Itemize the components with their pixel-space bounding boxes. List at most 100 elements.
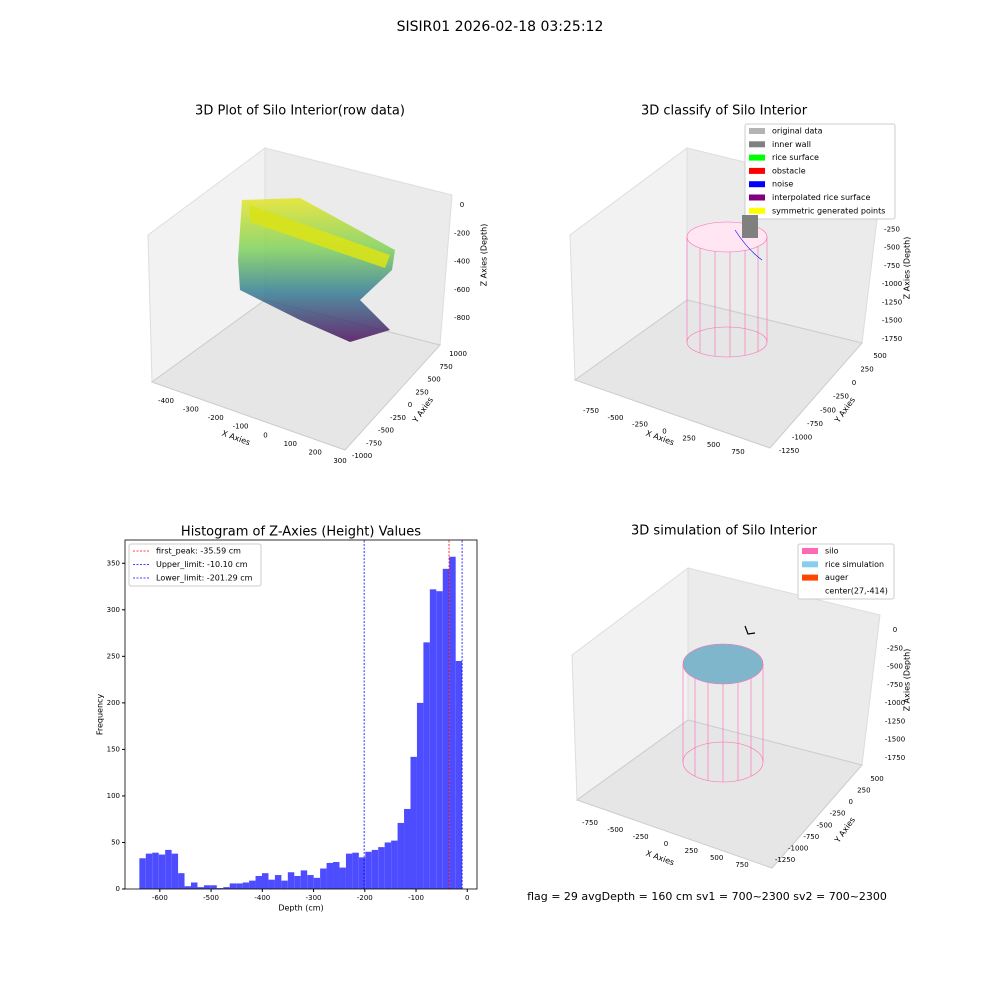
- z-tick-label: 0: [460, 201, 464, 209]
- bar: [352, 852, 359, 889]
- y-tick-label: 0: [408, 401, 412, 409]
- x-tick-label: -500: [608, 414, 624, 422]
- bar: [294, 875, 301, 889]
- bar: [410, 756, 417, 889]
- z-tick-label: -500: [887, 663, 903, 671]
- bar: [268, 879, 275, 889]
- bar: [190, 882, 198, 889]
- bar: [274, 875, 282, 889]
- axes-frame: [124, 539, 478, 890]
- legend-label: noise: [772, 180, 793, 189]
- y-tick-label: -1000: [788, 844, 808, 852]
- legend-swatch: [802, 561, 818, 568]
- bar: [371, 849, 379, 889]
- suptitle: SISIR01 2026-02-18 03:25:12: [397, 19, 604, 35]
- bar: [287, 872, 295, 889]
- y-tick-label: 250: [857, 787, 870, 795]
- bar: [165, 849, 172, 889]
- x-tick-label: -300: [183, 406, 199, 414]
- silo-wire: [686, 215, 768, 358]
- x-label: X Axies: [221, 429, 252, 448]
- y-tick-label: -250: [390, 414, 406, 422]
- legend-swatch: [749, 141, 765, 148]
- x-tick-label: -600: [152, 894, 168, 902]
- bar: [203, 885, 211, 889]
- x-tick-label: -750: [582, 819, 598, 827]
- bar: [449, 556, 456, 889]
- bar: [423, 642, 430, 889]
- bar: [384, 842, 392, 889]
- bar: [397, 822, 405, 889]
- bar: [416, 702, 424, 889]
- z-tick-label: -600: [454, 286, 470, 294]
- title: 3D simulation of Silo Interior: [631, 524, 818, 539]
- y-tick-label: -1250: [779, 447, 799, 455]
- z-label: Z Axies (Depth): [480, 224, 489, 287]
- legend-label: obstacle: [772, 166, 806, 175]
- bar: [216, 888, 224, 889]
- x-tick-label: 0: [662, 428, 666, 436]
- legend-swatch: [749, 207, 765, 214]
- pane: [150, 299, 441, 451]
- bar: [455, 660, 463, 889]
- y-label: Frequency: [96, 694, 105, 736]
- bar: [339, 867, 346, 889]
- y-tick-label: -1000: [792, 433, 812, 441]
- z-tick-label: -1750: [882, 335, 902, 343]
- x-tick-label: -750: [583, 407, 599, 415]
- bar: [223, 887, 230, 889]
- legend-label: first_peak: -35.59 cm: [156, 547, 241, 556]
- bar: [326, 862, 334, 889]
- y-tick-label: 0: [852, 379, 856, 387]
- bar: [255, 875, 263, 889]
- x-tick-label: -100: [408, 894, 424, 902]
- z-label: Z Axies (Depth): [903, 237, 912, 300]
- bar: [378, 847, 385, 889]
- x-tick-label: -500: [607, 826, 623, 834]
- bar: [404, 808, 411, 889]
- legend-label: rice surface: [772, 153, 819, 162]
- bar: [300, 870, 308, 889]
- y-tick-label: -250: [833, 393, 849, 401]
- legend-box: [744, 123, 896, 220]
- z-tick-label: -1750: [885, 754, 905, 762]
- bar: [429, 589, 437, 889]
- y-tick-label: -750: [366, 439, 382, 447]
- bar: [281, 880, 288, 889]
- y-label: Y Axies: [410, 396, 435, 426]
- y-tick-label: 500: [873, 352, 886, 360]
- legend-swatch: [749, 128, 765, 134]
- y-tick-label: -750: [803, 833, 819, 841]
- bar: [442, 568, 450, 889]
- y-tick-label: -500: [820, 406, 836, 414]
- x-tick-label: -100: [233, 423, 249, 431]
- bar: [178, 873, 185, 889]
- x-tick-label: -250: [632, 421, 648, 429]
- z-tick-label: -200: [454, 229, 470, 237]
- x-tick-label: -250: [633, 833, 649, 841]
- legend-swatch: [749, 194, 765, 201]
- x-tick-label: 250: [682, 434, 695, 442]
- legend-label: original data: [772, 127, 823, 136]
- z-tick-label: -500: [884, 244, 900, 252]
- x-label: Depth (cm): [278, 904, 323, 913]
- title: 3D classify of Silo Interior: [641, 104, 808, 119]
- z-tick-label: -750: [884, 262, 900, 270]
- z-tick-label: -1000: [885, 699, 905, 707]
- bar: [333, 862, 340, 889]
- x-tick-label: -200: [357, 894, 373, 902]
- bar: [236, 883, 243, 889]
- legend-label: symmetric generated points: [772, 206, 885, 215]
- x-tick-label: 250: [685, 847, 698, 855]
- bar: [436, 591, 443, 889]
- z-label: Z Axies (Depth): [903, 649, 912, 712]
- legend-swatch: [749, 181, 765, 188]
- y-tick-label: 200: [107, 699, 120, 707]
- x-tick-label: -400: [254, 894, 270, 902]
- z-tick-label: -400: [454, 258, 470, 266]
- legend-swatch: [802, 587, 818, 594]
- bar: [320, 868, 327, 889]
- y-tick-label: -750: [807, 420, 823, 428]
- legend-swatch: [749, 167, 765, 174]
